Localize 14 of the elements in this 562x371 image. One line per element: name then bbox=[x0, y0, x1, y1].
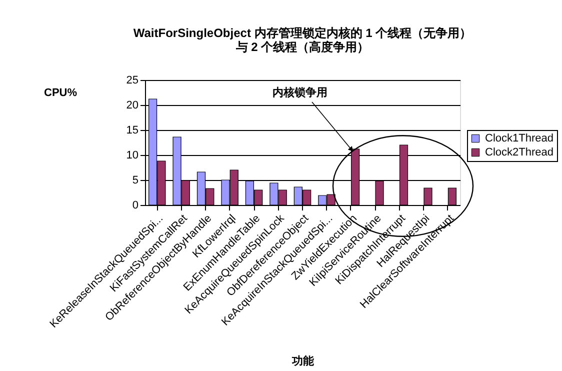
text: WaitForSingleObject 内存管理锁定内核的 1 个线程（无争用） bbox=[133, 26, 472, 40]
y-tick-label: 10 bbox=[126, 150, 138, 162]
y-tick-label: 25 bbox=[126, 74, 138, 86]
legend-label: Clock1Thread bbox=[485, 132, 554, 144]
y-tick-label: 15 bbox=[126, 124, 138, 136]
y-tick-label: 0 bbox=[132, 200, 138, 212]
bar bbox=[448, 188, 457, 206]
annotation: 内核锁争用 bbox=[272, 86, 328, 99]
x-axis-title: 功能 bbox=[291, 354, 315, 368]
y-axis-title: CPU% bbox=[44, 87, 78, 99]
text: 与 2 个线程（高度争用） bbox=[236, 40, 370, 54]
y-tick-label: 20 bbox=[126, 100, 138, 112]
legend-label: Clock2Thread bbox=[485, 146, 554, 158]
y-tick-label: 5 bbox=[132, 174, 138, 186]
